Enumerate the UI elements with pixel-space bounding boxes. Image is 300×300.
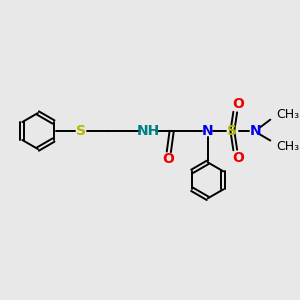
Text: S: S — [227, 124, 237, 138]
Text: CH₃: CH₃ — [276, 108, 299, 122]
Text: O: O — [162, 152, 174, 167]
Text: NH: NH — [136, 124, 160, 138]
Text: O: O — [232, 98, 244, 112]
Text: N: N — [202, 124, 214, 138]
Text: O: O — [232, 151, 244, 165]
Text: N: N — [249, 124, 261, 138]
Text: S: S — [76, 124, 85, 138]
Text: CH₃: CH₃ — [276, 140, 299, 153]
